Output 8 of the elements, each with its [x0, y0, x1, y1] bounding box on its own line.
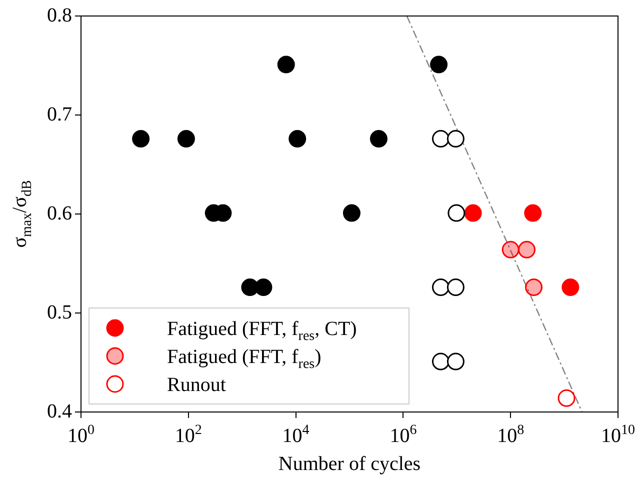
x-axis-title: Number of cycles	[278, 453, 421, 475]
y-tick-label: 0.6	[47, 202, 72, 224]
y-tick-label: 0.4	[47, 400, 72, 422]
legend-label: Runout	[167, 374, 226, 396]
y-tick-label: 0.5	[47, 301, 72, 324]
y-axis-title: σmax/σdB	[9, 180, 35, 248]
y-tick-label: 0.8	[47, 4, 72, 26]
y-tick-label: 0.7	[47, 103, 72, 126]
